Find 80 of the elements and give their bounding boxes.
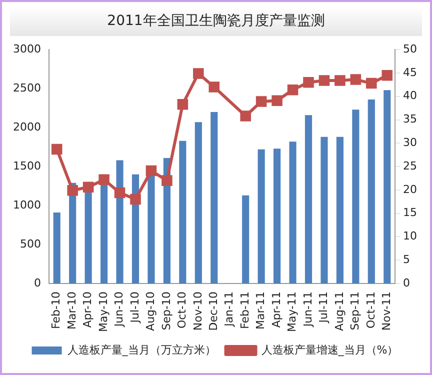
y-tick-label: 1000 <box>12 198 41 212</box>
bar <box>336 136 344 284</box>
bar <box>242 195 250 284</box>
point <box>177 98 188 110</box>
point <box>240 110 251 122</box>
y-tick-label: 1500 <box>12 159 41 172</box>
point <box>382 70 393 81</box>
point <box>146 165 157 176</box>
bar <box>289 142 296 284</box>
x-tick-label: Aug-11 <box>332 291 346 331</box>
y2-tick-label: 35 <box>403 112 418 126</box>
bar <box>384 90 391 284</box>
y-tick-label: 3000 <box>12 42 41 56</box>
x-tick-label: May-10 <box>96 291 110 332</box>
x-tick-label: Nov-10 <box>191 291 204 331</box>
bar <box>274 148 281 284</box>
x-tick-label: Oct-11 <box>364 291 378 328</box>
x-tick-label: Apr-10 <box>81 291 94 328</box>
point <box>208 82 220 92</box>
point <box>193 68 204 79</box>
y-tick-label: 2000 <box>12 120 41 134</box>
x-tick-label: Sep-11 <box>348 291 362 330</box>
point <box>350 74 362 85</box>
point <box>334 75 346 86</box>
point <box>256 96 267 107</box>
bar <box>210 112 218 284</box>
y2-tick-label: 25 <box>403 159 418 172</box>
point <box>67 185 78 196</box>
point <box>318 75 330 86</box>
point <box>287 84 298 96</box>
bar <box>352 110 360 284</box>
point <box>130 194 141 205</box>
bar <box>148 174 155 284</box>
x-tick-label: Jul-10 <box>128 291 142 324</box>
point <box>162 175 172 186</box>
x-tick-label: May-11 <box>286 291 299 332</box>
x-tick-label: Nov-11 <box>380 291 393 331</box>
y2-tick-label: 0 <box>403 276 410 290</box>
bar <box>116 160 124 284</box>
y2-tick-label: 45 <box>403 66 418 79</box>
y-tick-label: 500 <box>20 237 41 250</box>
bar <box>304 115 312 284</box>
x-tick-label: Mar-11 <box>254 291 268 330</box>
x-tick-label: Feb-10 <box>50 291 63 329</box>
bar <box>368 99 375 284</box>
point <box>272 95 282 106</box>
x-tick-label: Mar-10 <box>65 291 78 330</box>
x-tick-label: Dec-10 <box>206 291 220 331</box>
y2-tick-label: 10 <box>403 230 418 243</box>
bar <box>320 136 328 284</box>
y2-tick-label: 5 <box>403 252 410 266</box>
x-tick-label: Apr-11 <box>270 291 283 328</box>
x-tick-label: Aug-10 <box>144 291 158 331</box>
y-tick-label: 0 <box>34 276 41 290</box>
point <box>51 144 62 155</box>
x-tick-label: Jul-11 <box>317 291 330 324</box>
bar <box>258 149 265 284</box>
x-tick-label: Jun-11 <box>301 291 314 328</box>
legend-label: 人造板产量增速_当月（%） <box>261 343 398 356</box>
point <box>303 76 314 88</box>
x-tick-label: Jun-10 <box>112 291 126 328</box>
legend-label: 人造板产量_当月（万立方米） <box>67 343 216 356</box>
y2-tick-label: 50 <box>403 42 418 56</box>
x-tick-label: Oct-10 <box>176 291 189 328</box>
point <box>366 78 377 89</box>
bar <box>194 122 202 284</box>
point <box>82 182 94 193</box>
x-tick-label: Jan-11 <box>222 291 236 328</box>
y2-tick-label: 15 <box>403 206 418 220</box>
point <box>114 187 126 198</box>
y2-tick-label: 20 <box>403 182 418 196</box>
bar <box>53 212 60 284</box>
y-tick-label: 2500 <box>12 81 41 94</box>
bar <box>179 140 186 284</box>
x-tick-label: Feb-11 <box>238 291 252 329</box>
point <box>98 174 110 186</box>
x-tick-label: Sep-10 <box>160 291 173 330</box>
y2-tick-label: 40 <box>403 89 418 102</box>
chart-title: 2011年全国卫生陶瓷月度产量监测 <box>10 6 422 36</box>
y2-tick-label: 30 <box>403 136 418 150</box>
